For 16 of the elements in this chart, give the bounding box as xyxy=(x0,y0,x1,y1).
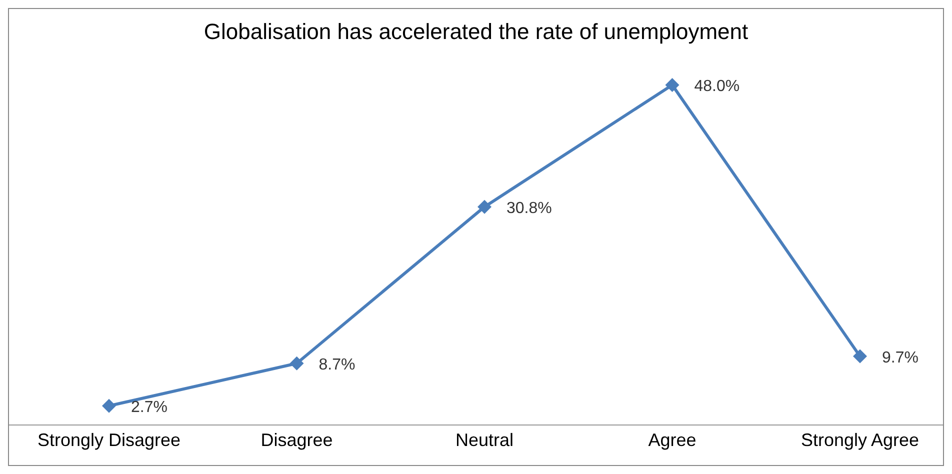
x-tick-label: Agree xyxy=(648,430,696,450)
point xyxy=(853,349,867,364)
data-label: 2.7% xyxy=(131,398,168,416)
point xyxy=(665,78,680,92)
data-label: 9.7% xyxy=(882,349,918,366)
x-tick-label: Neutral xyxy=(455,430,514,450)
x-tick-label: Disagree xyxy=(260,430,333,450)
x-tick-label: Strongly Disagree xyxy=(37,430,181,450)
x-tick-label: Strongly Agree xyxy=(800,430,920,450)
point xyxy=(290,356,304,370)
data-label: 48.0% xyxy=(694,78,740,95)
point xyxy=(102,398,116,413)
data-label: 8.7% xyxy=(318,356,356,374)
data-label: 30.8% xyxy=(506,200,552,217)
chart-title: Globalisation has accelerated the rate of unemployment xyxy=(202,18,750,46)
point xyxy=(478,200,492,214)
